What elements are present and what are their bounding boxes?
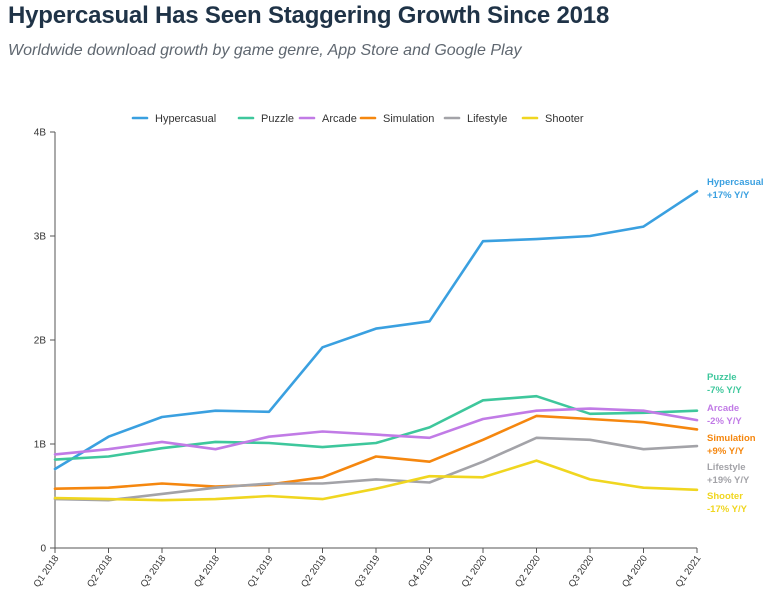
y-tick-label: 4B — [34, 128, 47, 139]
x-tick-label: Q3 2019 — [353, 553, 383, 589]
y-tick-label: 1B — [34, 440, 47, 451]
y-tick-label: 3B — [34, 232, 47, 243]
x-tick-label: Q1 2018 — [32, 553, 62, 589]
x-tick-label: Q2 2018 — [85, 553, 115, 589]
x-tick-label: Q2 2020 — [513, 553, 543, 589]
end-label-name-arcade: Arcade — [707, 403, 739, 414]
end-label-name-simulation: Simulation — [707, 433, 756, 444]
series-line-lifestyle — [53, 436, 699, 502]
legend-label-puzzle: Puzzle — [261, 113, 294, 125]
series-line-arcade — [53, 407, 699, 456]
end-label-change-lifestyle: +19% Y/Y — [707, 475, 750, 486]
end-label-change-puzzle: -7% Y/Y — [707, 385, 742, 396]
end-label-name-puzzle: Puzzle — [707, 372, 737, 383]
y-tick-label: 2B — [34, 336, 47, 347]
chart-subtitle: Worldwide download growth by game genre,… — [8, 42, 522, 59]
series-line-shooter — [53, 459, 699, 502]
legend-label-arcade: Arcade — [322, 113, 357, 125]
x-tick-label: Q3 2020 — [567, 553, 597, 589]
legend-label-lifestyle: Lifestyle — [467, 113, 507, 125]
end-label-name-lifestyle: Lifestyle — [707, 462, 746, 473]
x-tick-label: Q4 2020 — [620, 553, 650, 589]
x-tick-label: Q1 2021 — [674, 553, 704, 589]
series-line-hypercasual — [53, 190, 699, 471]
end-label-change-simulation: +9% Y/Y — [707, 446, 745, 457]
chart-title: Hypercasual Has Seen Staggering Growth S… — [8, 2, 610, 29]
x-tick-label: Q1 2019 — [246, 553, 276, 589]
end-label-name-hypercasual: Hypercasual — [707, 177, 764, 188]
series-line-simulation — [53, 414, 699, 491]
chart-lines — [53, 190, 699, 502]
legend-label-hypercasual: Hypercasual — [155, 113, 216, 125]
x-tick-label: Q4 2019 — [406, 553, 436, 589]
legend-label-simulation: Simulation — [383, 113, 434, 125]
end-label-change-shooter: -17% Y/Y — [707, 504, 748, 515]
end-label-name-shooter: Shooter — [707, 491, 743, 502]
x-tick-label: Q4 2018 — [192, 553, 222, 589]
x-tick-label: Q3 2018 — [139, 553, 169, 589]
x-tick-label: Q2 2019 — [299, 553, 329, 589]
x-tick-label: Q1 2020 — [460, 553, 490, 589]
end-label-change-hypercasual: +17% Y/Y — [707, 190, 750, 201]
chart-legend: Hypercasual Puzzle Arcade Simulation Lifesty… — [131, 113, 584, 125]
chart-end-labels: Hypercasual +17% Y/Y Puzzle -7% Y/Y Arcade -2… — [707, 177, 764, 515]
y-tick-label: 0 — [40, 544, 46, 555]
legend-label-shooter: Shooter — [545, 113, 584, 125]
end-label-change-arcade: -2% Y/Y — [707, 416, 742, 427]
series-line-puzzle — [53, 394, 699, 461]
chart-axes: 0 1B 2B 3B 4B Q1 2018 Q2 2018 Q3 2018 Q4 2018 Q1 … — [32, 128, 704, 590]
